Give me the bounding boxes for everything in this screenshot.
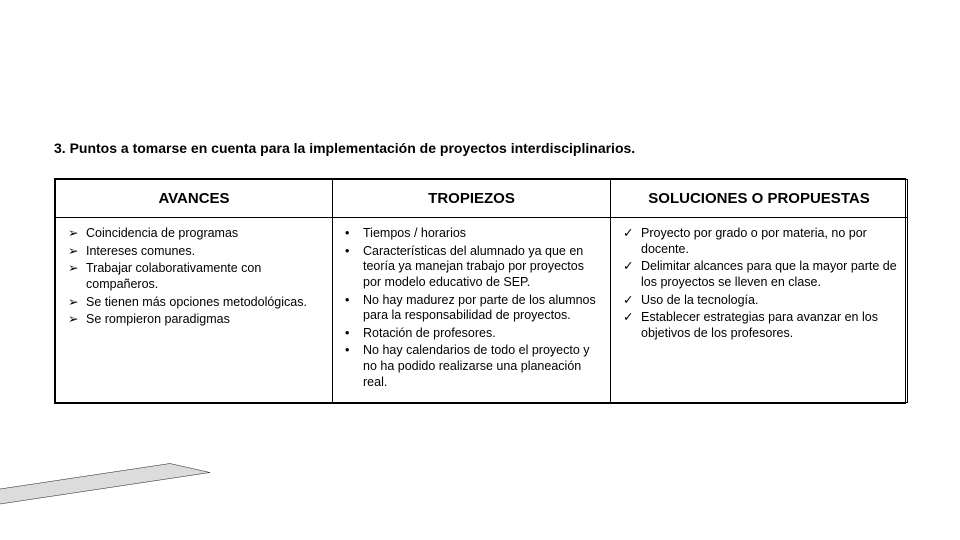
list-item: ➢ Intereses comunes. xyxy=(66,244,322,260)
check-icon: ✓ xyxy=(623,310,637,326)
comparison-table-wrapper: AVANCES TROPIEZOS SOLUCIONES O PROPUESTA… xyxy=(54,178,906,404)
list-item: ✓Establecer estrategias para avanzar en … xyxy=(621,310,897,341)
list-item: • Rotación de profesores. xyxy=(343,326,600,342)
dot-icon: • xyxy=(345,326,359,342)
list-item: •No hay madurez por parte de los alumnos… xyxy=(343,293,600,324)
list-item-text: Intereses comunes. xyxy=(86,244,195,258)
arrow-icon: ➢ xyxy=(68,261,82,277)
arrow-icon: ➢ xyxy=(68,226,82,242)
col-header-soluciones: SOLUCIONES O PROPUESTAS xyxy=(611,180,908,218)
list-item-text: No hay calendarios de todo el proyecto y… xyxy=(363,343,590,388)
list-item: •No hay calendarios de todo el proyecto … xyxy=(343,343,600,390)
list-item: ✓Delimitar alcances para que la mayor pa… xyxy=(621,259,897,290)
list-item: • Tiempos / horarios xyxy=(343,226,600,242)
cell-soluciones: ✓Proyecto por grado o por materia, no po… xyxy=(611,218,908,403)
decorative-stripe-poly xyxy=(0,464,210,505)
list-item-text: Proyecto por grado o por materia, no por… xyxy=(641,226,867,256)
list-item-text: Se rompieron paradigmas xyxy=(86,312,230,326)
list-item: ➢Trabajar colaborativamente con compañer… xyxy=(66,261,322,292)
check-icon: ✓ xyxy=(623,226,637,242)
list-item-text: Características del alumnado ya que en t… xyxy=(363,244,584,289)
slide-page: 3. Puntos a tomarse en cuenta para la im… xyxy=(0,0,960,540)
list-item-text: Delimitar alcances para que la mayor par… xyxy=(641,259,897,289)
list-item-text: Coincidencia de programas xyxy=(86,226,238,240)
table-body-row: ➢ Coincidencia de programas ➢ Intereses co… xyxy=(56,218,908,403)
list-item: •Características del alumnado ya que en … xyxy=(343,244,600,291)
list-item-text: Se tienen más opciones metodológicas. xyxy=(86,295,307,309)
comparison-table: AVANCES TROPIEZOS SOLUCIONES O PROPUESTA… xyxy=(55,179,908,403)
arrow-icon: ➢ xyxy=(68,295,82,311)
decorative-stripe xyxy=(0,450,230,510)
list-item-text: No hay madurez por parte de los alumnos … xyxy=(363,293,596,323)
check-icon: ✓ xyxy=(623,293,637,309)
cell-tropiezos: •Tiempos / horarios •Características del… xyxy=(333,218,611,403)
list-item-text: Establecer estrategias para avanzar en l… xyxy=(641,310,878,340)
list-tropiezos: •Tiempos / horarios •Características del… xyxy=(343,226,600,390)
dot-icon: • xyxy=(345,293,359,309)
dot-icon: • xyxy=(345,244,359,260)
arrow-icon: ➢ xyxy=(68,244,82,260)
cell-avances: ➢ Coincidencia de programas ➢ Intereses co… xyxy=(56,218,333,403)
list-item-text: Trabajar colaborativamente con compañero… xyxy=(86,261,261,291)
col-header-tropiezos: TROPIEZOS xyxy=(333,180,611,218)
col-header-avances: AVANCES xyxy=(56,180,333,218)
list-item-text: Uso de la tecnología. xyxy=(641,293,758,307)
section-heading: 3. Puntos a tomarse en cuenta para la im… xyxy=(54,140,635,156)
table-header-row: AVANCES TROPIEZOS SOLUCIONES O PROPUESTA… xyxy=(56,180,908,218)
list-item: ➢ Se tienen más opciones metodológicas. xyxy=(66,295,322,311)
list-soluciones: ✓Proyecto por grado o por materia, no po… xyxy=(621,226,897,341)
dot-icon: • xyxy=(345,226,359,242)
list-item: ✓ Uso de la tecnología. xyxy=(621,293,897,309)
list-item: ➢ Se rompieron paradigmas xyxy=(66,312,322,328)
list-avances: ➢ Coincidencia de programas ➢ Intereses co… xyxy=(66,226,322,328)
list-item: ✓Proyecto por grado o por materia, no po… xyxy=(621,226,897,257)
arrow-icon: ➢ xyxy=(68,312,82,328)
list-item-text: Tiempos / horarios xyxy=(363,226,466,240)
list-item: ➢ Coincidencia de programas xyxy=(66,226,322,242)
check-icon: ✓ xyxy=(623,259,637,275)
list-item-text: Rotación de profesores. xyxy=(363,326,496,340)
dot-icon: • xyxy=(345,343,359,359)
